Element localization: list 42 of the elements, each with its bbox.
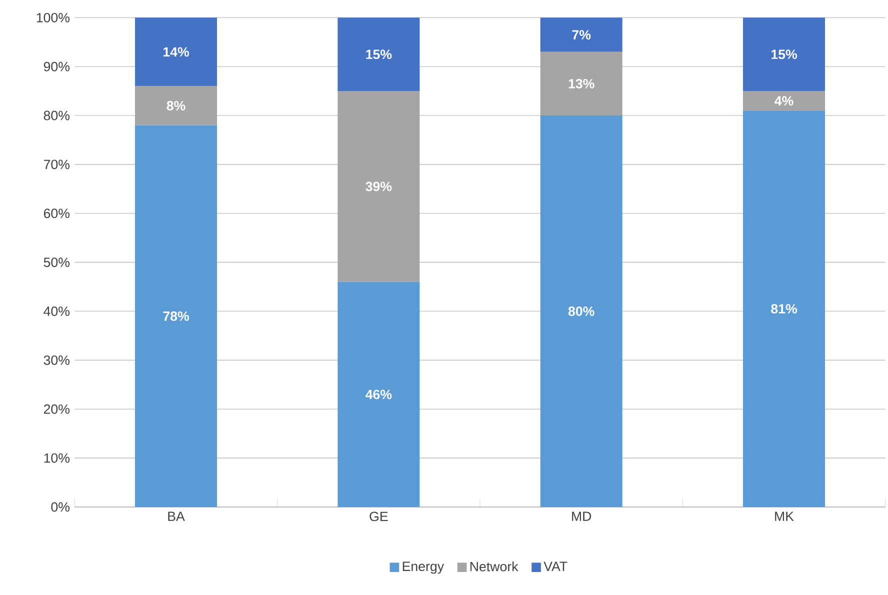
data-label: 13% [568,78,594,88]
y-tick-label: 100% [36,12,70,22]
y-tick-label: 70% [44,160,70,170]
data-label: 4% [774,96,794,106]
bar [743,91,825,111]
y-tick-label: 60% [44,208,70,218]
bar [540,116,622,507]
data-label: 39% [366,182,392,192]
data-label: 80% [568,306,594,316]
bar [135,86,218,126]
y-tick-label: 50% [44,258,70,268]
y-tick-label: 20% [44,404,70,414]
bar [338,18,420,92]
data-label: 15% [771,50,797,60]
legend-label: VAT [544,562,568,571]
data-label: 7% [572,30,591,40]
bar [743,18,825,92]
data-label: 46% [366,390,392,400]
bar [135,125,218,507]
y-tick-label: 40% [44,306,70,316]
bar [540,52,622,116]
y-tick-label: 30% [44,355,70,365]
y-tick-label: 80% [44,110,70,120]
data-label: 8% [166,101,186,110]
x-tick-label: MK [775,512,794,521]
y-tick-label: 90% [44,62,70,72]
x-tick-label: GE [370,512,388,522]
bar [743,110,825,507]
bar [338,91,420,282]
legend-label: Network [470,562,518,572]
y-tick-label: 0% [51,502,70,512]
data-label: 14% [164,47,189,57]
data-label: 15% [366,50,392,60]
x-tick-label: BA [168,512,185,521]
data-label: 78% [163,311,189,321]
data-label: 81% [771,304,797,314]
x-tick-label: MD [572,512,592,521]
bar [135,18,218,86]
bar [338,282,420,507]
legend-label: Energy [402,562,444,574]
y-tick-label: 10% [44,453,70,463]
bar [540,18,622,52]
